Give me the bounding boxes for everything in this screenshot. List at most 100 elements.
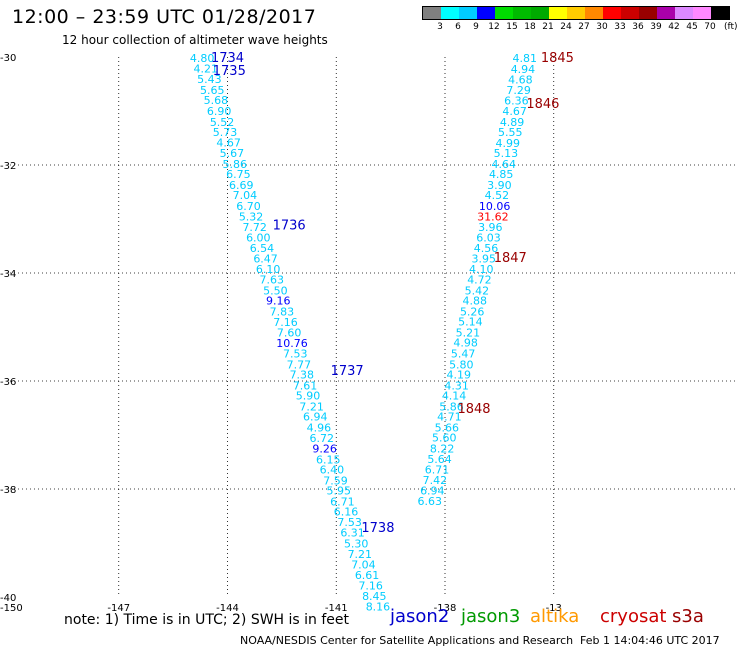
data-label-jason2: 5.86	[223, 158, 248, 171]
data-label-s3a: 4.94	[511, 63, 536, 76]
time-label-jason2: 1738	[361, 521, 394, 536]
data-label-s3a: 4.52	[485, 189, 510, 202]
data-label-s3a: 6.63	[418, 495, 443, 508]
data-label-s3a: 5.47	[451, 347, 476, 360]
time-label-jason2: 1735	[213, 64, 246, 79]
data-label-jason2: 6.31	[340, 527, 365, 540]
data-label-jason2: 6.00	[246, 231, 271, 244]
data-label-jason2: 5.95	[327, 485, 352, 498]
scale-swatch	[441, 7, 459, 19]
data-label-s3a: 5.42	[465, 284, 490, 297]
data-label-jason2: 5.32	[239, 210, 264, 223]
x-tick-label: -150	[0, 603, 23, 614]
data-label-s3a: 6.03	[476, 231, 501, 244]
timestamp-text: Feb 1 14:04:46 UTC 2017	[580, 634, 720, 647]
color-scale-bar	[422, 6, 730, 20]
data-label-s3a: 7.42	[423, 474, 448, 487]
data-label-jason2: 7.16	[358, 580, 383, 593]
data-label-s3a: 5.14	[458, 316, 483, 329]
data-label-jason2: 7.83	[270, 305, 295, 318]
x-tick-label: -144	[216, 603, 239, 614]
data-label-jason2: 7.21	[299, 400, 324, 413]
data-label-jason2: 6.69	[229, 179, 254, 192]
scale-label: 45	[686, 22, 698, 32]
data-label-s3a: 3.90	[487, 179, 512, 192]
data-label-s3a: 4.31	[444, 379, 469, 392]
scale-swatch	[639, 7, 657, 19]
scale-swatch	[477, 7, 495, 19]
data-label-jason2: 7.04	[233, 189, 258, 202]
scale-label: 42	[668, 22, 680, 32]
y-tick-label: -36	[0, 377, 16, 388]
data-label-s3a: 5.86	[439, 400, 464, 413]
data-label-s3a: 4.68	[508, 74, 533, 87]
data-label-s3a: 4.99	[495, 137, 520, 150]
data-label-s3a: 4.81	[513, 52, 538, 65]
data-label-jason2: 6.75	[226, 168, 251, 181]
data-label-s3a: 4.19	[447, 369, 472, 382]
scale-label: 24	[560, 22, 572, 32]
data-label-jason2: 7.38	[290, 369, 315, 382]
scale-swatch	[495, 7, 513, 19]
data-label-jason2: 5.90	[296, 390, 321, 403]
scale-unit: (ft)	[724, 22, 738, 32]
y-tick-label: -34	[0, 269, 16, 280]
data-label-jason2: 5.68	[204, 94, 229, 107]
scale-swatch	[513, 7, 531, 19]
data-label-s3a: 5.21	[456, 326, 481, 339]
data-label-s3a: 4.85	[489, 168, 514, 181]
scale-swatch	[693, 7, 711, 19]
time-label-s3a: 1846	[526, 97, 559, 112]
data-label-jason2: 8.16	[366, 601, 391, 614]
data-label-jason2: 9.26	[312, 443, 337, 456]
y-tick-label: -40	[0, 593, 16, 604]
data-label-jason2: 6.47	[253, 252, 278, 265]
data-label-s3a: 4.98	[453, 337, 478, 350]
legend-item-s3a: s3a	[672, 606, 704, 627]
data-label-jason2: 6.71	[330, 495, 355, 508]
data-label-jason2: 4.67	[216, 136, 241, 149]
time-label-jason2: 1737	[331, 364, 364, 379]
scale-label: 39	[650, 22, 662, 32]
data-label-jason2: 5.43	[197, 73, 222, 86]
data-label-s3a: 6.36	[504, 95, 529, 108]
scale-label: 3	[437, 22, 443, 32]
data-label-jason2: 7.21	[348, 548, 373, 561]
scale-label: 6	[455, 22, 461, 32]
data-label-jason2: 6.40	[320, 464, 345, 477]
legend-item-cryosat: cryosat	[600, 606, 667, 627]
scale-swatch	[675, 7, 693, 19]
data-label-jason2: 6.15	[316, 453, 341, 466]
x-tick-label: -13	[546, 603, 562, 614]
scale-swatch	[603, 7, 621, 19]
data-label-jason2: 6.10	[256, 263, 281, 276]
scale-label: 12	[488, 22, 500, 32]
legend-item-jason3: jason3	[461, 606, 521, 627]
x-tick-label: -147	[107, 603, 130, 614]
data-label-jason2: 7.59	[323, 474, 348, 487]
data-label-jason2: 6.90	[207, 105, 232, 118]
scale-label: 15	[506, 22, 518, 32]
page-subtitle: 12 hour collection of altimeter wave hei…	[62, 33, 328, 47]
data-label-jason2: 5.73	[213, 126, 238, 139]
scale-label: 27	[578, 22, 590, 32]
data-label-s3a: 3.95	[472, 252, 497, 265]
data-label-jason2: 5.65	[200, 84, 225, 97]
data-label-jason2: 7.63	[259, 273, 284, 286]
data-label-s3a: 5.55	[498, 126, 523, 139]
data-label-jason2: 5.52	[210, 116, 235, 129]
data-label-jason2: 7.61	[293, 379, 318, 392]
data-label-jason2: 7.04	[351, 559, 376, 572]
data-label-s3a: 4.89	[500, 116, 525, 129]
scale-swatch	[567, 7, 585, 19]
data-label-s3a: 4.10	[469, 263, 494, 276]
scale-label: 21	[542, 22, 554, 32]
scale-swatch	[621, 7, 639, 19]
x-tick-label: -141	[325, 603, 348, 614]
y-tick-label: -30	[0, 53, 16, 64]
data-label-jason2: 7.77	[287, 358, 312, 371]
data-label-s3a: 6.71	[425, 464, 450, 477]
scale-swatch	[549, 7, 567, 19]
data-label-s3a: 10.06	[479, 200, 511, 213]
data-label-jason2: 6.16	[334, 506, 359, 519]
